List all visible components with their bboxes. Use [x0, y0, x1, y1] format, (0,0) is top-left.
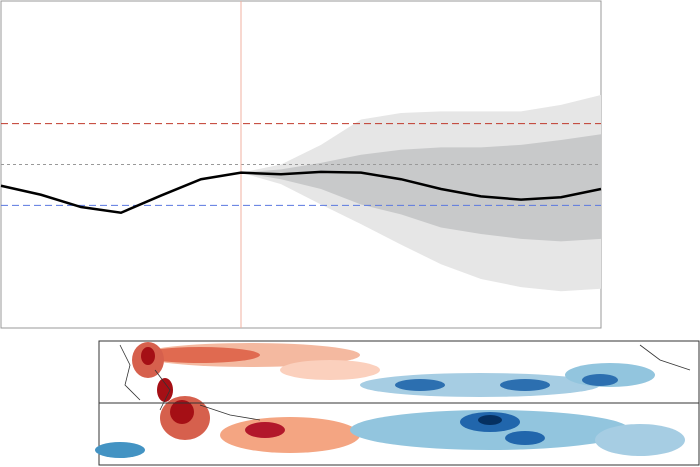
anomaly-field	[95, 342, 685, 458]
warm-anomaly	[157, 378, 173, 402]
cool-anomaly	[95, 442, 145, 458]
warm-anomaly	[141, 347, 155, 365]
warm-anomaly	[140, 347, 260, 363]
series-line	[0, 170, 602, 215]
cool-anomaly	[505, 431, 545, 445]
cool-anomaly	[395, 379, 445, 391]
coastline	[119, 344, 691, 421]
chart	[0, 0, 602, 329]
sst-map	[95, 340, 700, 466]
warm-anomaly	[245, 422, 285, 438]
cool-anomaly	[500, 379, 550, 391]
warm-anomaly	[170, 400, 194, 424]
cool-anomaly	[582, 374, 618, 386]
cool-anomaly	[595, 424, 685, 456]
warm-anomaly	[280, 360, 380, 380]
cool-anomaly	[478, 415, 502, 425]
warm-anomaly	[220, 417, 360, 453]
forecast-band	[241, 134, 601, 242]
